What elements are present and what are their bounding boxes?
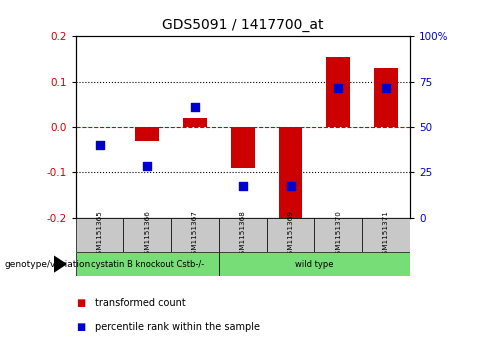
Text: GSM1151367: GSM1151367 bbox=[192, 210, 198, 259]
Bar bbox=[279, 127, 303, 222]
Bar bbox=[231, 127, 255, 168]
Bar bbox=[183, 118, 207, 127]
Text: GSM1151369: GSM1151369 bbox=[287, 210, 294, 259]
Bar bbox=[76, 252, 219, 276]
Bar bbox=[314, 218, 362, 252]
Point bbox=[334, 86, 342, 91]
Point bbox=[191, 104, 199, 110]
Bar bbox=[362, 218, 410, 252]
Text: wild type: wild type bbox=[295, 260, 334, 269]
Text: GSM1151368: GSM1151368 bbox=[240, 210, 246, 259]
Bar bbox=[123, 218, 171, 252]
Bar bbox=[326, 57, 350, 127]
Bar bbox=[76, 218, 123, 252]
Point bbox=[96, 142, 103, 148]
Point bbox=[143, 163, 151, 168]
Text: genotype/variation: genotype/variation bbox=[5, 260, 91, 269]
Text: ■: ■ bbox=[76, 322, 85, 332]
Text: GSM1151371: GSM1151371 bbox=[383, 210, 389, 259]
Bar bbox=[219, 218, 266, 252]
Text: GSM1151370: GSM1151370 bbox=[335, 210, 341, 259]
Text: percentile rank within the sample: percentile rank within the sample bbox=[95, 322, 260, 332]
Title: GDS5091 / 1417700_at: GDS5091 / 1417700_at bbox=[162, 19, 324, 33]
Bar bbox=[374, 68, 398, 127]
Bar bbox=[171, 218, 219, 252]
Point bbox=[286, 183, 294, 189]
Point bbox=[239, 183, 247, 189]
Bar bbox=[135, 127, 159, 141]
Polygon shape bbox=[54, 256, 66, 272]
Text: GSM1151365: GSM1151365 bbox=[97, 210, 102, 259]
Bar bbox=[266, 218, 314, 252]
Text: ■: ■ bbox=[76, 298, 85, 308]
Point bbox=[382, 86, 390, 91]
Text: cystatin B knockout Cstb-/-: cystatin B knockout Cstb-/- bbox=[91, 260, 204, 269]
Text: GSM1151366: GSM1151366 bbox=[144, 210, 150, 259]
Bar bbox=[219, 252, 410, 276]
Text: transformed count: transformed count bbox=[95, 298, 186, 308]
